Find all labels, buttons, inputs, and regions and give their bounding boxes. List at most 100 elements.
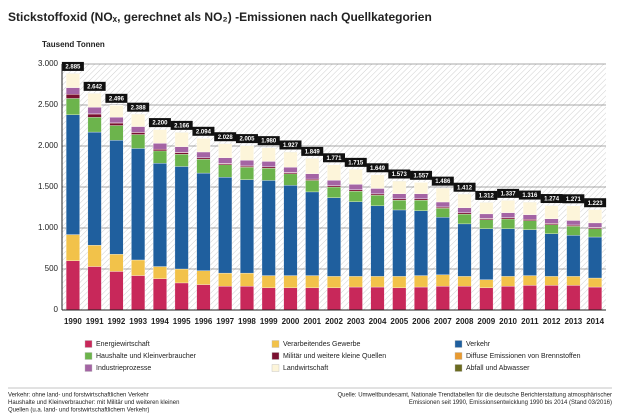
total-box: [410, 170, 433, 180]
bar-segment: [283, 172, 298, 175]
bar-segment: [435, 206, 450, 209]
bar-segment: [305, 180, 320, 193]
legend-label: Haushalte und Kleinverbraucher: [96, 353, 197, 360]
bar-segment: [87, 266, 102, 311]
bar-segment: [435, 286, 450, 311]
bar-segment: [283, 173, 298, 186]
bar-segment: [544, 224, 559, 234]
bar-segment: [305, 287, 320, 311]
bar-segment: [218, 286, 233, 311]
x-tick-label: 1991: [86, 317, 104, 326]
bar-segment: [544, 223, 559, 225]
bar-segment: [566, 220, 581, 226]
bar-segment: [174, 146, 189, 153]
legend-label: Diffuse Emissionen von Brennstoffen: [466, 353, 581, 360]
bar-segment: [131, 275, 146, 311]
bar-segment: [131, 114, 146, 127]
bar-segment: [153, 143, 167, 150]
bar-segment: [305, 275, 320, 289]
bar-segment: [479, 218, 494, 220]
legend-swatch: [454, 364, 463, 372]
y-tick-label: 2.500: [38, 100, 59, 109]
bar-segment: [196, 138, 211, 153]
x-tick-label: 1990: [64, 317, 82, 326]
bar-segment: [392, 276, 407, 289]
bar-segment: [240, 160, 254, 167]
bar-segment: [153, 149, 167, 152]
x-tick-label: 2014: [586, 317, 604, 326]
bar-segment: [501, 228, 515, 277]
x-tick-label: 1993: [129, 317, 147, 326]
total-label: 1.337: [501, 191, 517, 197]
x-tick-label: 2007: [434, 317, 452, 326]
bar-segment: [348, 286, 363, 311]
total-box: [83, 81, 106, 91]
bar-segment: [457, 207, 472, 213]
bar-segment: [414, 199, 428, 211]
bar-segment: [131, 148, 146, 261]
bar-segment: [109, 254, 124, 272]
legend-label: Verkehr: [466, 341, 491, 348]
bar-segment: [305, 173, 320, 180]
total-box: [475, 190, 498, 200]
total-box: [323, 153, 345, 163]
total-label: 1.312: [479, 193, 495, 199]
bar-segment: [588, 227, 603, 229]
bar-segment: [501, 218, 515, 229]
bar-segment: [283, 185, 298, 276]
bar-segment: [218, 157, 233, 164]
x-tick-label: 2011: [521, 317, 539, 326]
legend-swatch: [84, 364, 93, 372]
x-tick-label: 2009: [477, 317, 495, 326]
bar-segment: [457, 223, 472, 277]
bar-segment: [87, 245, 102, 267]
bar-segment: [65, 260, 80, 311]
bar-segment: [414, 182, 428, 194]
legend-swatch: [84, 340, 93, 348]
bar-segment: [414, 286, 428, 311]
bar-segment: [87, 93, 102, 108]
bar-segment: [87, 131, 102, 246]
bar-segment: [370, 188, 385, 194]
bar-segment: [218, 164, 233, 178]
bar-segment: [87, 107, 102, 115]
bar-segment: [501, 217, 515, 220]
bar-segment: [522, 219, 537, 221]
x-tick-label: 1997: [216, 317, 234, 326]
bar-segment: [370, 195, 385, 207]
bar-segment: [435, 274, 450, 287]
x-tick-label: 2013: [564, 317, 582, 326]
bar-segment: [566, 235, 581, 277]
y-tick-label: 2.000: [38, 141, 59, 150]
bar-segment: [370, 174, 385, 189]
bar-segment: [261, 180, 276, 276]
bar-segment: [457, 286, 472, 311]
total-box: [497, 188, 520, 198]
bar-segment: [348, 184, 363, 190]
x-tick-label: 1992: [108, 317, 126, 326]
bar-segment: [327, 186, 341, 198]
bar-segment: [435, 201, 450, 208]
total-box: [540, 194, 563, 204]
legend-label: Industrieprozesse: [96, 365, 151, 372]
bar-segment: [370, 286, 385, 311]
x-tick-label: 2003: [347, 317, 365, 326]
source: Quelle: Umweltbundesamt, Nationale Trend…: [338, 393, 612, 399]
y-tick-label: 1.500: [38, 182, 59, 191]
bar-segment: [370, 205, 385, 277]
bar-segment: [544, 285, 559, 311]
bar-segment: [218, 272, 233, 287]
bar-segment: [327, 287, 341, 311]
bar-segment: [501, 286, 515, 311]
total-label: 1.223: [588, 201, 604, 207]
bar-segment: [479, 279, 494, 289]
total-box: [148, 118, 171, 128]
bar-segment: [65, 73, 80, 88]
bar-segment: [131, 132, 146, 135]
total-label: 2.885: [65, 65, 81, 71]
total-label: 1.271: [566, 197, 582, 203]
x-tick-label: 2002: [325, 317, 343, 326]
bar-segment: [261, 275, 276, 289]
bar-segment: [153, 129, 167, 144]
source: Emissionen seit 1990, Emissionsentwicklu…: [409, 400, 612, 406]
